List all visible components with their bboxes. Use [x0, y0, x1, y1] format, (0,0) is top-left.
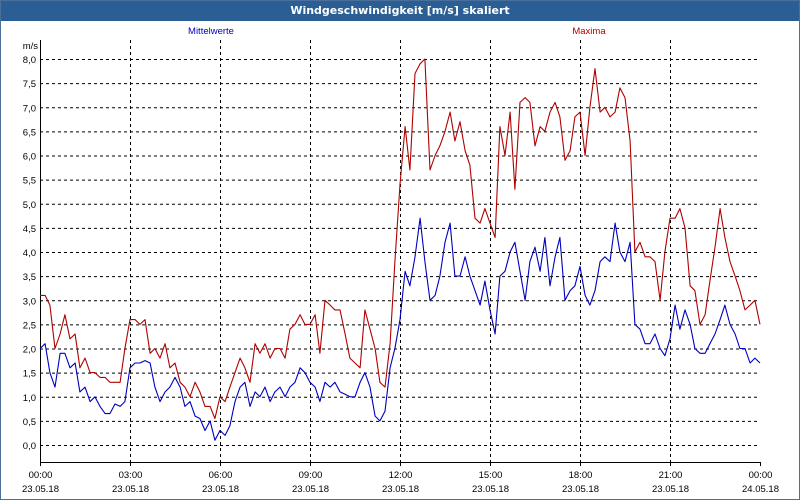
x-tick-time: 06:00: [209, 470, 233, 481]
y-tick-label: 4,0: [23, 248, 36, 259]
x-tick-time: 03:00: [119, 470, 143, 481]
y-axis-label: m/s: [23, 41, 39, 52]
series-label-maxima: Maxima: [572, 26, 606, 37]
y-tick-label: 3,5: [23, 272, 36, 283]
series-label-mittelwerte: Mittelwerte: [188, 26, 234, 37]
x-tick-date: 23.05.18: [382, 484, 419, 495]
y-tick-label: 2,0: [23, 345, 36, 356]
y-tick-label: 5,5: [23, 176, 36, 187]
x-tick-date: 23.05.18: [292, 484, 329, 495]
y-tick-label: 1,5: [23, 369, 36, 380]
x-tick-time: 15:00: [479, 470, 503, 481]
x-tick-date: 23.05.18: [652, 484, 689, 495]
x-tick-date: 23.05.18: [112, 484, 149, 495]
y-tick-label: 6,0: [23, 152, 36, 163]
y-tick-label: 7,0: [23, 103, 36, 114]
grid-layer: [40, 40, 760, 462]
y-tick-label: 7,5: [23, 79, 36, 90]
x-tick-date: 23.05.18: [472, 484, 509, 495]
y-tick-label: 1,0: [23, 393, 36, 404]
y-tick-label: 5,0: [23, 200, 36, 211]
series-line-mittelwerte: [39, 217, 761, 441]
y-tick-label: 2,5: [23, 320, 36, 331]
series-layer: [39, 58, 761, 441]
y-tick-label: 6,5: [23, 127, 36, 138]
series-line-maxima: [40, 58, 761, 420]
labels-layer: 0,0 0,5 1,0 1,5 2,0 2,5 3,0 3,5 4,0 4,5 5,0 5,5 6,0 6…: [22, 26, 779, 495]
x-tick-date: 24.05.18: [742, 484, 779, 495]
x-tick-time: 18:00: [569, 470, 593, 481]
window-title: Windgeschwindigkeit [m/s] skaliert: [1, 1, 799, 21]
x-tick-time: 09:00: [299, 470, 323, 481]
y-tick-label: 0,5: [23, 417, 36, 428]
y-tick-label: 3,0: [23, 296, 36, 307]
y-tick-label: 8,0: [23, 55, 36, 66]
x-tick-time: 12:00: [389, 470, 413, 481]
x-tick-time: 00:00: [749, 470, 773, 481]
x-tick-date: 23.05.18: [202, 484, 239, 495]
y-tick-label: 0,0: [23, 441, 36, 452]
y-tick-label: 4,5: [23, 224, 36, 235]
x-tick-date: 23.05.18: [22, 484, 59, 495]
x-tick-time: 21:00: [659, 470, 683, 481]
x-tick-time: 00:00: [29, 470, 53, 481]
axes-layer: [40, 40, 761, 466]
x-tick-date: 23.05.18: [562, 484, 599, 495]
